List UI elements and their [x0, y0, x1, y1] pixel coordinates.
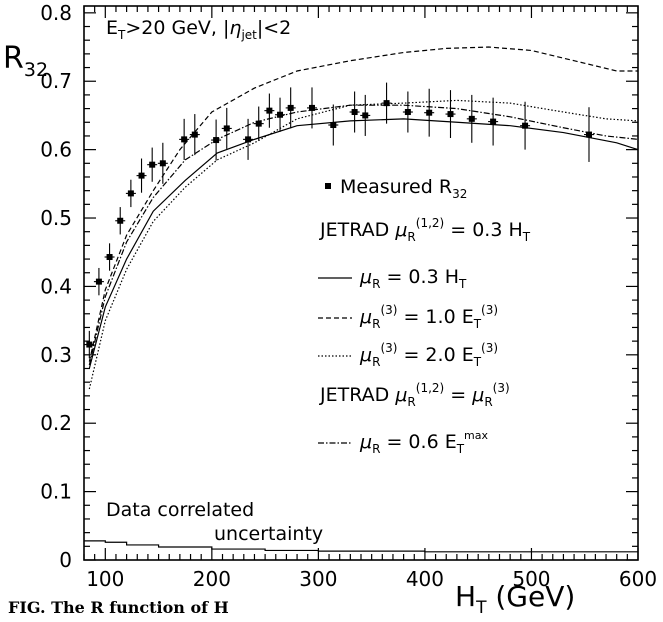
measured-point — [223, 125, 230, 132]
y-tick-label: 0.3 — [40, 343, 72, 367]
measured-point — [426, 109, 433, 116]
x-tick-label: 200 — [193, 567, 231, 591]
x-tick-label: 400 — [406, 567, 444, 591]
measured-point — [383, 100, 390, 107]
x-tick-label: 300 — [299, 567, 337, 591]
measured-point — [159, 160, 166, 167]
legend-entry-solid: μR = 0.3 HT — [359, 266, 467, 291]
series-line-dotted — [88, 99, 639, 390]
measured-point — [490, 118, 497, 125]
measured-point — [287, 104, 294, 111]
y-tick-label: 0.4 — [40, 274, 72, 298]
annotation-line-2: uncertainty — [214, 523, 323, 545]
correlated-uncertainty-line — [84, 540, 638, 553]
y-tick-label: 0.5 — [40, 206, 72, 230]
legend-entry-dashed: μR(3) = 1.0 ET(3) — [359, 303, 498, 331]
measured-point — [106, 254, 113, 261]
legend-heading-jetrad-1: JETRAD μR(1,2) = 0.3 HT — [319, 216, 531, 244]
y-tick-label: 0.2 — [40, 411, 72, 435]
measured-point — [95, 278, 102, 285]
measured-point — [308, 104, 315, 111]
measured-point — [522, 122, 529, 129]
series-line-solid — [88, 118, 639, 369]
measured-point — [362, 112, 369, 119]
legend-entry-measured: Measured R32 — [340, 176, 467, 201]
x-tick-label: 600 — [619, 567, 657, 591]
x-tick-label: 100 — [86, 567, 124, 591]
legend-marker-measured — [325, 183, 331, 189]
measured-point — [127, 190, 134, 197]
legend-entry-dashdot: μR = 0.6 ETmax — [359, 429, 489, 456]
measured-point — [245, 136, 252, 143]
x-tick-label: 500 — [512, 567, 550, 591]
cut-label: ET>20 GeV, |ηjet|<2 — [106, 17, 291, 42]
measured-point — [181, 136, 188, 143]
measured-point — [86, 341, 93, 348]
measured-point — [447, 111, 454, 118]
measured-point — [255, 120, 262, 127]
measured-point — [117, 217, 124, 224]
series-line-dashed — [88, 46, 638, 362]
y-axis-label: R32 — [3, 41, 48, 81]
y-tick-label: 0.8 — [40, 1, 72, 25]
measured-point — [266, 107, 273, 114]
legend-heading-jetrad-2: JETRAD μR(1,2) = μR(3) — [319, 381, 510, 409]
measured-point — [149, 161, 156, 168]
measured-point — [191, 131, 198, 138]
measured-point — [468, 115, 475, 122]
y-tick-label: 0.6 — [40, 138, 72, 162]
measured-point — [138, 172, 145, 179]
legend: Measured R32 JETRAD μR(1,2) = 0.3 HT μR … — [318, 176, 531, 456]
x-axis-label: HT (GeV) — [455, 580, 575, 618]
annotation-line-1: Data correlated — [106, 499, 254, 521]
measured-point — [404, 109, 411, 116]
figure-caption: FIG. The R function of H — [8, 598, 229, 617]
measured-point — [277, 111, 284, 118]
measured-point — [351, 109, 358, 116]
y-tick-label: 0.1 — [40, 480, 72, 504]
measured-point — [585, 131, 592, 138]
series-line-dashdot — [88, 104, 639, 366]
y-tick-label: 0.7 — [40, 69, 72, 93]
legend-entry-dotted: μR(3) = 2.0 ET(3) — [359, 341, 498, 369]
y-tick-label: 0 — [59, 548, 72, 572]
measured-point — [330, 122, 337, 129]
